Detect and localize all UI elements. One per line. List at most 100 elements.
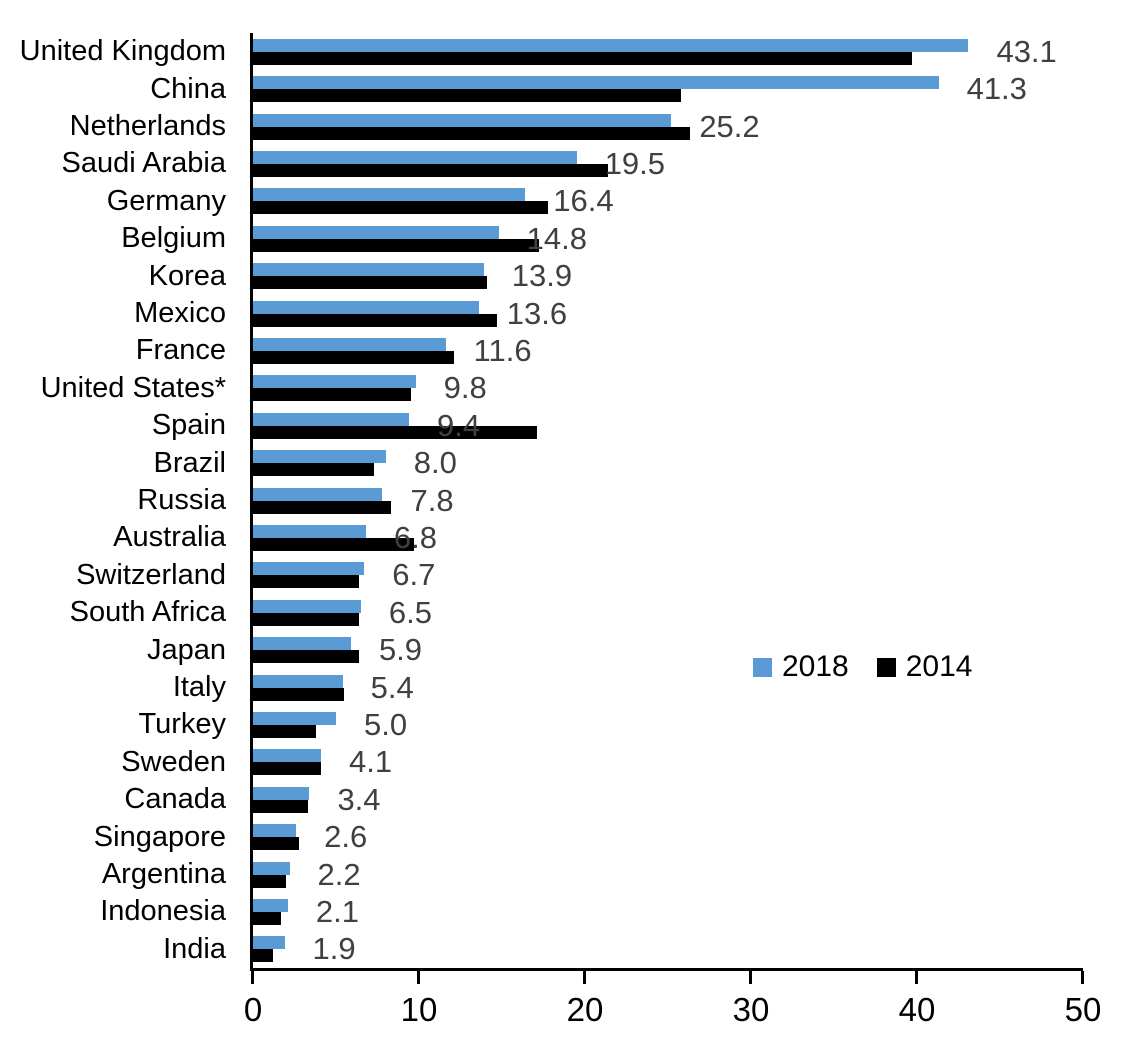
category-label: Saudi Arabia <box>61 147 226 180</box>
value-label: 2.6 <box>324 819 368 855</box>
x-tick <box>749 971 752 984</box>
category-label: Spain <box>151 409 226 442</box>
category-label: Italy <box>172 670 226 703</box>
bar-2018 <box>253 824 297 838</box>
category-label: Korea <box>148 259 226 292</box>
value-label: 6.7 <box>392 557 436 593</box>
bar-2014 <box>253 537 415 551</box>
value-label: 13.9 <box>511 258 573 294</box>
bar-2018 <box>253 749 322 763</box>
legend-swatch-2014-icon <box>876 657 896 677</box>
bar-2014 <box>253 51 913 65</box>
category-label: Canada <box>124 783 226 816</box>
value-label: 9.8 <box>443 370 487 406</box>
category-label: China <box>150 72 226 105</box>
bar-2014 <box>253 163 609 177</box>
bar-2018 <box>253 375 416 389</box>
bar-2014 <box>253 425 537 439</box>
bar-2014 <box>253 724 317 738</box>
category-label: Japan <box>146 633 226 666</box>
x-tick <box>583 971 586 984</box>
bar-2014 <box>253 949 273 963</box>
bar-2018 <box>253 637 351 651</box>
bar-2018 <box>253 450 386 464</box>
bar-2014 <box>253 238 539 252</box>
category-label: South Africa <box>69 596 226 629</box>
bar-2018 <box>253 562 365 576</box>
category-label: Germany <box>106 184 226 217</box>
bar-2018 <box>253 337 446 351</box>
bar-2018 <box>253 861 290 875</box>
x-tick-label: 30 <box>732 991 770 1028</box>
x-tick <box>417 971 420 984</box>
bar-2014 <box>253 874 287 888</box>
legend-label-2014: 2014 <box>905 650 973 683</box>
category-label: United Kingdom <box>19 35 226 68</box>
bar-2018 <box>253 711 336 725</box>
value-label: 7.8 <box>410 482 454 518</box>
category-label: Australia <box>113 521 226 554</box>
bar-2014 <box>253 762 322 776</box>
value-label: 6.8 <box>393 519 437 555</box>
value-label: 2.2 <box>317 856 361 892</box>
category-label: Russia <box>137 483 226 516</box>
bar-2014 <box>253 313 498 327</box>
legend-swatch-2018-icon <box>753 657 772 677</box>
category-label: Brazil <box>153 446 226 479</box>
category-label: Netherlands <box>69 109 226 142</box>
value-label: 8.0 <box>413 445 457 481</box>
value-label: 5.4 <box>370 669 414 705</box>
value-label: 16.4 <box>553 183 614 219</box>
bar-2014 <box>253 575 360 589</box>
bar-2018 <box>253 225 499 239</box>
value-label: 41.3 <box>966 71 1027 107</box>
value-label: 6.5 <box>388 594 432 630</box>
bar-2018 <box>253 150 577 164</box>
category-label: Belgium <box>121 222 226 255</box>
category-label: Mexico <box>134 296 226 329</box>
bar-2018 <box>253 300 479 314</box>
bar-2014 <box>253 799 308 813</box>
value-label: 3.4 <box>337 781 381 817</box>
bar-2018 <box>253 76 939 90</box>
x-tick-label: 20 <box>566 991 604 1028</box>
category-label: Singapore <box>93 820 226 853</box>
bar-2018 <box>253 188 526 202</box>
value-label: 25.2 <box>699 108 760 144</box>
value-label: 19.5 <box>604 145 666 181</box>
bar-2018 <box>253 599 361 613</box>
bar-2018 <box>253 487 383 501</box>
bar-2018 <box>253 674 343 688</box>
value-label: 1.9 <box>312 931 356 967</box>
bar-2018 <box>253 898 288 912</box>
category-label: Indonesia <box>100 895 226 928</box>
x-tick-label: 50 <box>1064 991 1102 1028</box>
value-label: 5.9 <box>378 632 423 668</box>
x-tick-label: 10 <box>400 991 438 1028</box>
bar-2014 <box>253 350 454 364</box>
value-label: 11.6 <box>473 332 532 368</box>
bar-2014 <box>253 388 411 402</box>
legend-item-2014: 2014 <box>876 650 973 684</box>
x-tick-label: 40 <box>898 991 936 1028</box>
bar-2014 <box>253 201 549 215</box>
value-label: 5.0 <box>364 706 408 742</box>
bar-2014 <box>253 276 488 290</box>
bar-2014 <box>253 500 391 514</box>
bar-2018 <box>253 524 366 538</box>
category-label: United States* <box>40 371 226 404</box>
bar-2018 <box>253 263 484 277</box>
bar-2018 <box>253 936 285 950</box>
category-label: India <box>163 932 226 965</box>
bar-2014 <box>253 911 282 925</box>
value-label: 2.1 <box>315 893 359 929</box>
bar-2018 <box>253 113 672 127</box>
bar-2018 <box>253 412 410 426</box>
bar-2014 <box>253 687 345 701</box>
x-tick <box>1081 971 1084 984</box>
bar-2018 <box>253 38 969 52</box>
bar-2014 <box>253 463 375 477</box>
category-label: Argentina <box>101 857 226 890</box>
value-label: 4.1 <box>349 744 393 780</box>
